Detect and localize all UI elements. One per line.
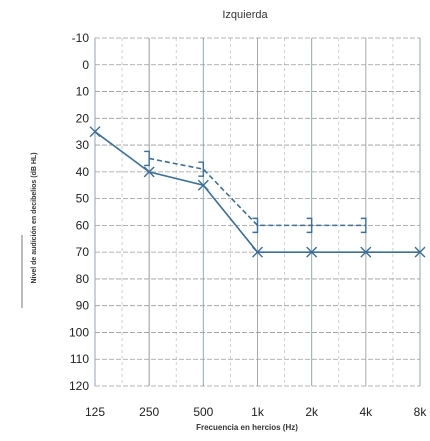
y-tick-label: 120 (69, 379, 89, 393)
y-tick-label: 10 (76, 85, 90, 99)
data-point-x-marker (306, 246, 318, 258)
data-point-x-marker (143, 166, 155, 178)
x-tick-label: 8k (414, 405, 428, 419)
chart-title: Izquierda (222, 9, 268, 21)
y-tick-label: 80 (76, 272, 90, 286)
data-point-x-marker (252, 246, 263, 258)
y-tick-label: 60 (76, 218, 90, 232)
y-tick-label: 70 (76, 245, 90, 259)
x-tick-label: 500 (193, 405, 213, 419)
x-tick-label: 2k (305, 405, 319, 419)
y-tick-label: 30 (76, 138, 90, 152)
y-tick-label: -10 (72, 31, 90, 45)
y-tick-label: 110 (70, 352, 89, 366)
data-point-x-marker (197, 179, 209, 191)
series-layer (89, 126, 426, 258)
y-tick-label: 20 (76, 111, 90, 125)
x-tick-label: 125 (85, 405, 105, 419)
data-point-bracket-marker (360, 217, 367, 234)
data-point-bracket-marker (252, 217, 259, 234)
y-tick-label: 40 (76, 165, 90, 179)
data-point-bracket-marker (198, 161, 205, 177)
data-point-bracket-marker (306, 217, 313, 234)
data-point-x-marker (414, 246, 426, 258)
series-line-2 (149, 157, 366, 227)
y-tick-label: 0 (82, 58, 89, 72)
x-tick-labels: 125 250 500 1k 2k 4k 8k (85, 405, 427, 419)
x-tick-label: 1k (251, 405, 265, 419)
data-point-x-marker (89, 126, 101, 138)
y-axis-label: Nivel de audición en decibelios (dB HL) (31, 152, 38, 283)
x-axis-label: Frecuencia en hercios (Hz) (196, 423, 298, 432)
y-tick-labels: -10 0 10 20 30 40 50 60 70 80 90 100 110 120 (69, 31, 89, 393)
grid (94, 37, 421, 387)
data-point-bracket-marker (144, 150, 150, 167)
y-tick-label: 50 (76, 192, 90, 206)
x-tick-label: 4k (359, 405, 373, 419)
y-tick-label: 90 (76, 299, 90, 313)
data-point-x-marker (360, 246, 372, 258)
y-tick-label: 100 (69, 325, 89, 339)
x-tick-label: 250 (139, 405, 159, 419)
